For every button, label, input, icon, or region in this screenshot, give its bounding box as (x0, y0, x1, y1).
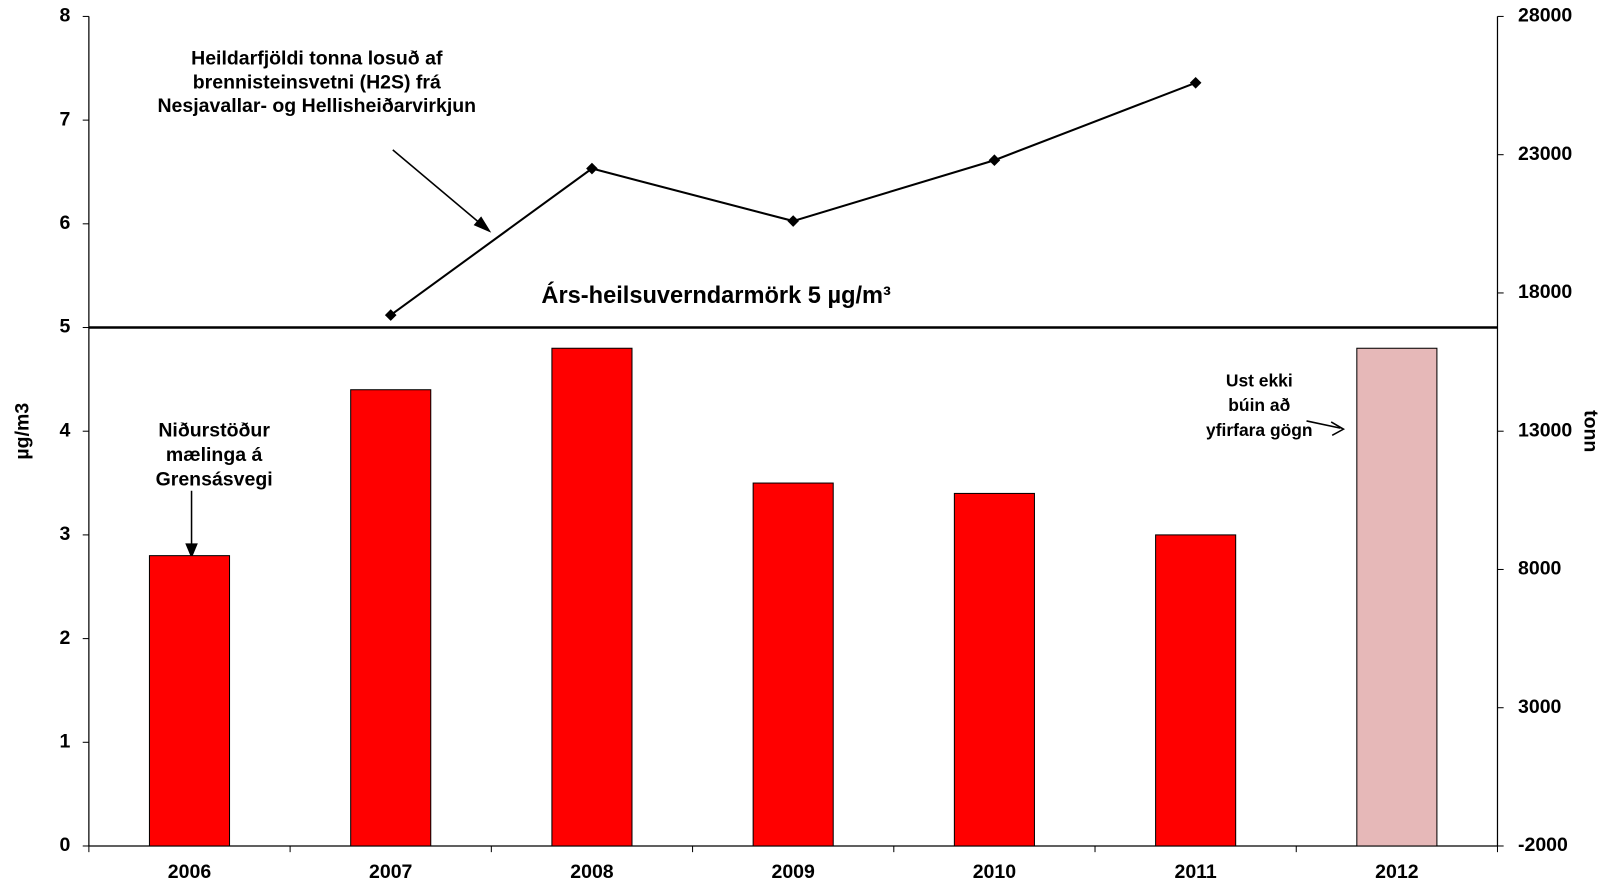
y-tick-label: 5 (60, 316, 71, 338)
y2-tick-label: -2000 (1518, 834, 1568, 856)
annotation-line: brennisteinsvetni (H2S) frá (193, 71, 441, 93)
line (390, 81, 1197, 316)
x-tick-label: 2012 (1375, 861, 1419, 883)
y-axis-label: µg/m3 (11, 403, 33, 460)
x-tick-label: 2007 (369, 861, 412, 883)
annotation: Ust ekki búin að yfirfara gögn (1206, 371, 1313, 440)
y-tick-label: 2 (60, 627, 71, 649)
x-tick-label: 2008 (570, 861, 614, 883)
x-tick-label: 2009 (771, 861, 815, 883)
marker (586, 162, 598, 175)
y-tick-label: 4 (60, 419, 71, 441)
marker (384, 309, 397, 321)
y2-axis-label: tonn (1580, 410, 1602, 452)
y2-tick-label: 28000 (1518, 5, 1572, 27)
annotation: Heildarfjöldi tonna losuð afbrennisteins… (157, 48, 476, 117)
y-tick-label: 8 (60, 5, 71, 27)
bar (1356, 347, 1438, 847)
annotation-line: Niðurstöður (158, 419, 270, 441)
annotation-line: Nesjavallar- og Hellisheiðarvirkjun (157, 95, 476, 117)
y2-tick-label: 8000 (1518, 558, 1562, 580)
y-tick-label: 3 (60, 523, 71, 545)
annotation-line: búin að (1228, 395, 1290, 415)
arrow-head (185, 543, 198, 559)
bar (350, 389, 432, 847)
marker (1189, 76, 1202, 89)
annotation-line: Grensásvegi (156, 469, 273, 491)
y-tick-label: 0 (60, 834, 71, 856)
y-tick-label: 1 (60, 730, 71, 752)
reference-label: Árs-heilsuverndarmörk 5 µg/m³ (541, 281, 891, 309)
bar (1155, 534, 1237, 847)
y2-tick-label: 13000 (1518, 419, 1572, 441)
bar (551, 347, 633, 847)
arrow-head (1330, 421, 1346, 436)
annotation-line: yfirfara gögn (1206, 420, 1313, 440)
bar (953, 492, 1035, 847)
y-tick-label: 6 (60, 212, 71, 234)
y2-tick-label: 3000 (1518, 696, 1562, 718)
y2-tick-label: 23000 (1518, 143, 1572, 165)
marker (787, 215, 799, 227)
arrow (1306, 420, 1341, 429)
annotation-line: Heildarfjöldi tonna losuð af (191, 48, 443, 70)
annotation: Niðurstöður mælinga á Grensásvegi (156, 419, 273, 490)
y-tick-label: 7 (60, 108, 71, 130)
x-tick-label: 2011 (1174, 861, 1216, 883)
arrow-head (473, 216, 492, 233)
bar (148, 555, 231, 847)
x-tick-label: 2010 (973, 861, 1017, 883)
bar (752, 482, 834, 847)
marker (988, 154, 1001, 167)
y2-tick-label: 18000 (1518, 281, 1572, 303)
arrow (392, 149, 484, 227)
arrows (185, 149, 1346, 559)
annotation-line: Ust ekki (1226, 371, 1293, 391)
x-tick-label: 2006 (168, 861, 212, 883)
annotation-line: mælinga á (166, 444, 263, 466)
